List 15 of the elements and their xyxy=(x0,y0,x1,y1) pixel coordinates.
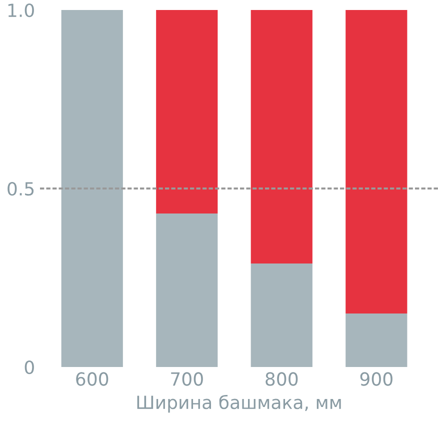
bar xyxy=(346,313,408,367)
x-tick-label: 700 xyxy=(171,372,203,386)
y-tick-label: 0 xyxy=(24,360,34,374)
bar xyxy=(250,263,312,367)
y-tick-label: 0.5 xyxy=(8,182,34,196)
bar xyxy=(250,10,312,264)
y-tick-label: 1.0 xyxy=(8,3,34,18)
bar xyxy=(156,10,218,214)
x-tick-label: 900 xyxy=(360,372,392,386)
bar xyxy=(156,213,218,367)
bar xyxy=(61,10,123,367)
x-tick-label: 600 xyxy=(76,372,108,386)
x-tick-label: 800 xyxy=(266,372,298,386)
x-axis-title: Ширина башмака, мм xyxy=(137,394,341,413)
bar xyxy=(346,10,408,314)
